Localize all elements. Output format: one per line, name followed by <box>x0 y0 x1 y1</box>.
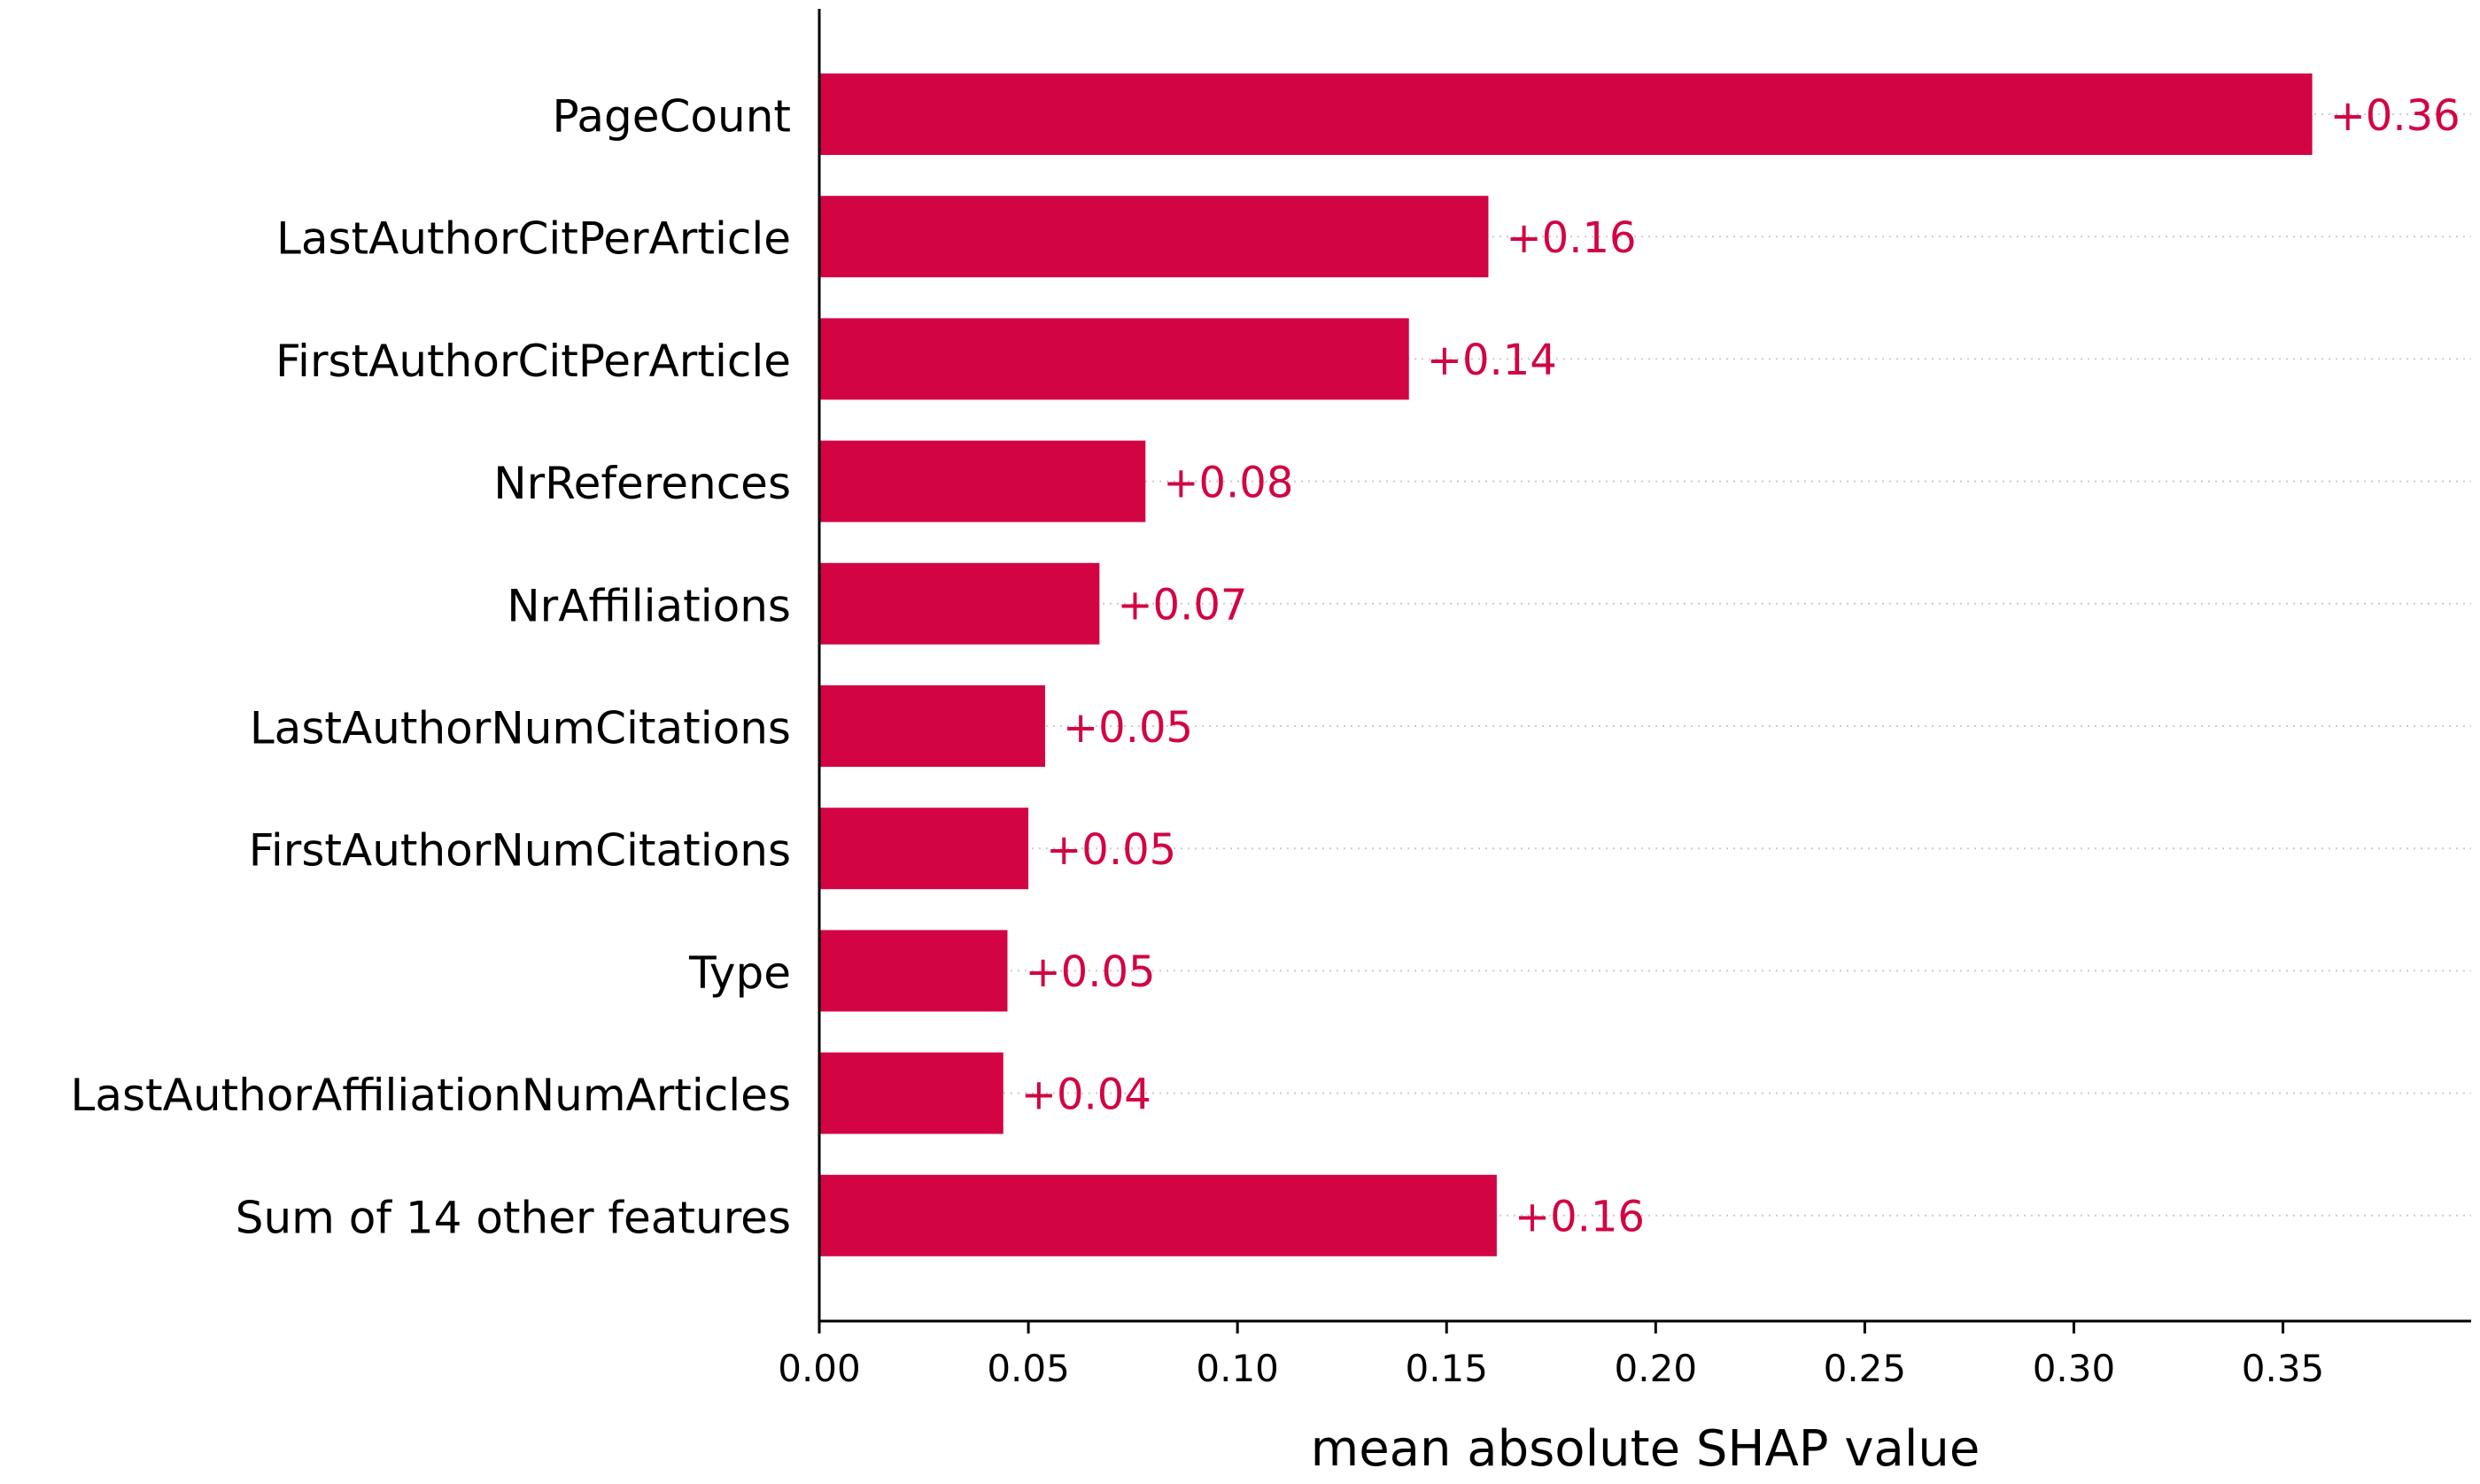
bar <box>819 562 1100 645</box>
bar <box>819 318 1409 400</box>
bar-value-label: +0.08 <box>1163 458 1293 507</box>
category-label: Sum of 14 other features <box>236 1192 791 1243</box>
x-tick-label: 0.20 <box>1615 1347 1698 1390</box>
row-guide-layer <box>819 113 2471 1217</box>
x-axis-title: mean absolute SHAP value <box>1311 1420 1980 1478</box>
bar <box>819 196 1489 278</box>
category-label: LastAuthorNumCitations <box>250 703 791 754</box>
bars-layer <box>819 73 2313 1256</box>
x-tick-label: 0.15 <box>1405 1347 1488 1390</box>
axes-layer <box>818 9 2471 1323</box>
category-labels-layer: PageCount LastAuthorCitPerArticle FirstAut… <box>71 91 791 1244</box>
x-tick-label: 0.05 <box>987 1347 1070 1390</box>
bar-value-label: +0.05 <box>1046 825 1176 875</box>
bar <box>819 808 1029 890</box>
bar <box>819 440 1146 522</box>
bar <box>819 685 1045 767</box>
category-label: FirstAuthorCitPerArticle <box>275 336 791 387</box>
bar <box>819 930 1008 1012</box>
x-tick-label: 0.35 <box>2242 1347 2325 1390</box>
category-label: FirstAuthorNumCitations <box>249 825 791 877</box>
bar-value-label: +0.07 <box>1117 581 1247 630</box>
bar-value-label: +0.05 <box>1063 703 1193 753</box>
bar <box>819 1174 1497 1256</box>
bar-value-label: +0.14 <box>1427 336 1557 385</box>
bar-value-label: +0.16 <box>1506 213 1636 263</box>
x-tick-label: 0.30 <box>2033 1347 2116 1390</box>
category-label: LastAuthorAffiliationNumArticles <box>71 1070 791 1121</box>
x-tick-label: 0.00 <box>778 1347 861 1390</box>
category-label: PageCount <box>552 91 791 143</box>
category-label: LastAuthorCitPerArticle <box>276 213 791 265</box>
x-tick-label: 0.25 <box>1824 1347 1907 1390</box>
bar-value-label: +0.04 <box>1021 1070 1151 1119</box>
category-label: Type <box>688 947 791 999</box>
x-ticks-layer: 0.00 0.05 0.10 0.15 0.20 0.25 0.30 0.35 <box>778 1321 2324 1390</box>
bar-value-label: +0.36 <box>2330 91 2461 141</box>
category-label: NrAffiliations <box>507 580 791 631</box>
x-tick-label: 0.10 <box>1196 1347 1279 1390</box>
category-label: NrReferences <box>493 458 791 509</box>
value-labels-layer: +0.36 +0.16 +0.14 +0.08 +0.07 +0.05 +0.05 +0.05… <box>1021 91 2461 1242</box>
bar-value-label: +0.16 <box>1515 1193 1645 1242</box>
bar <box>819 1052 1004 1134</box>
bar-value-label: +0.05 <box>1025 947 1155 997</box>
bar <box>819 73 2313 155</box>
